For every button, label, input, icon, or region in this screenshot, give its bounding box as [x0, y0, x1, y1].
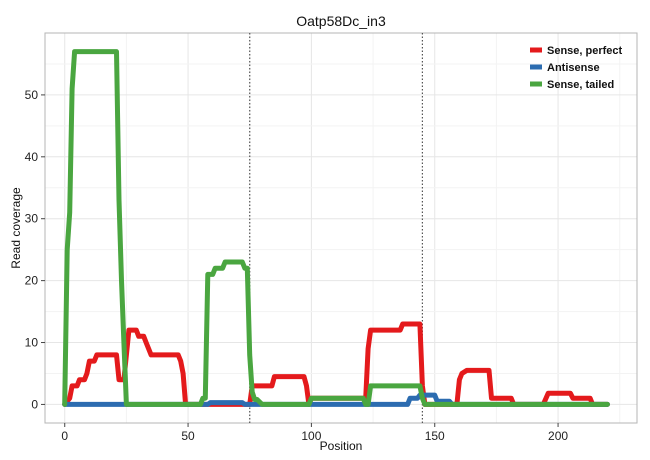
- legend-label: Sense, perfect: [547, 45, 623, 57]
- legend-label: Sense, tailed: [547, 79, 614, 91]
- y-tick-label: 0: [31, 397, 38, 411]
- y-tick-label: 40: [25, 150, 39, 164]
- series-line-1: [62, 321, 610, 407]
- legend: Sense, perfect Antisense Sense, tailed: [530, 45, 623, 91]
- x-tick-label: 100: [301, 429, 321, 443]
- plot-panel-border: [44, 32, 638, 424]
- y-tick-label: 10: [25, 336, 39, 350]
- x-axis-title: Position: [320, 439, 363, 453]
- y-tick-label: 30: [25, 212, 39, 226]
- x-tick-label: 50: [181, 429, 195, 443]
- y-axis-title: Read coverage: [9, 187, 23, 269]
- x-tick-label: 200: [548, 429, 568, 443]
- series-lines: [62, 49, 610, 407]
- x-tick-label: 0: [61, 429, 68, 443]
- y-tick-label: 20: [25, 274, 39, 288]
- x-tick-label: 150: [425, 429, 445, 443]
- series-line-3: [62, 49, 610, 407]
- series-line-2: [62, 392, 610, 407]
- legend-label: Antisense: [547, 62, 600, 74]
- y-tick-label: 50: [25, 88, 39, 102]
- axis-ticks: 0 50 100 150 200 0 10 20 30 40 50: [25, 88, 569, 443]
- chart-title: Oatp58Dc_in3: [296, 13, 386, 29]
